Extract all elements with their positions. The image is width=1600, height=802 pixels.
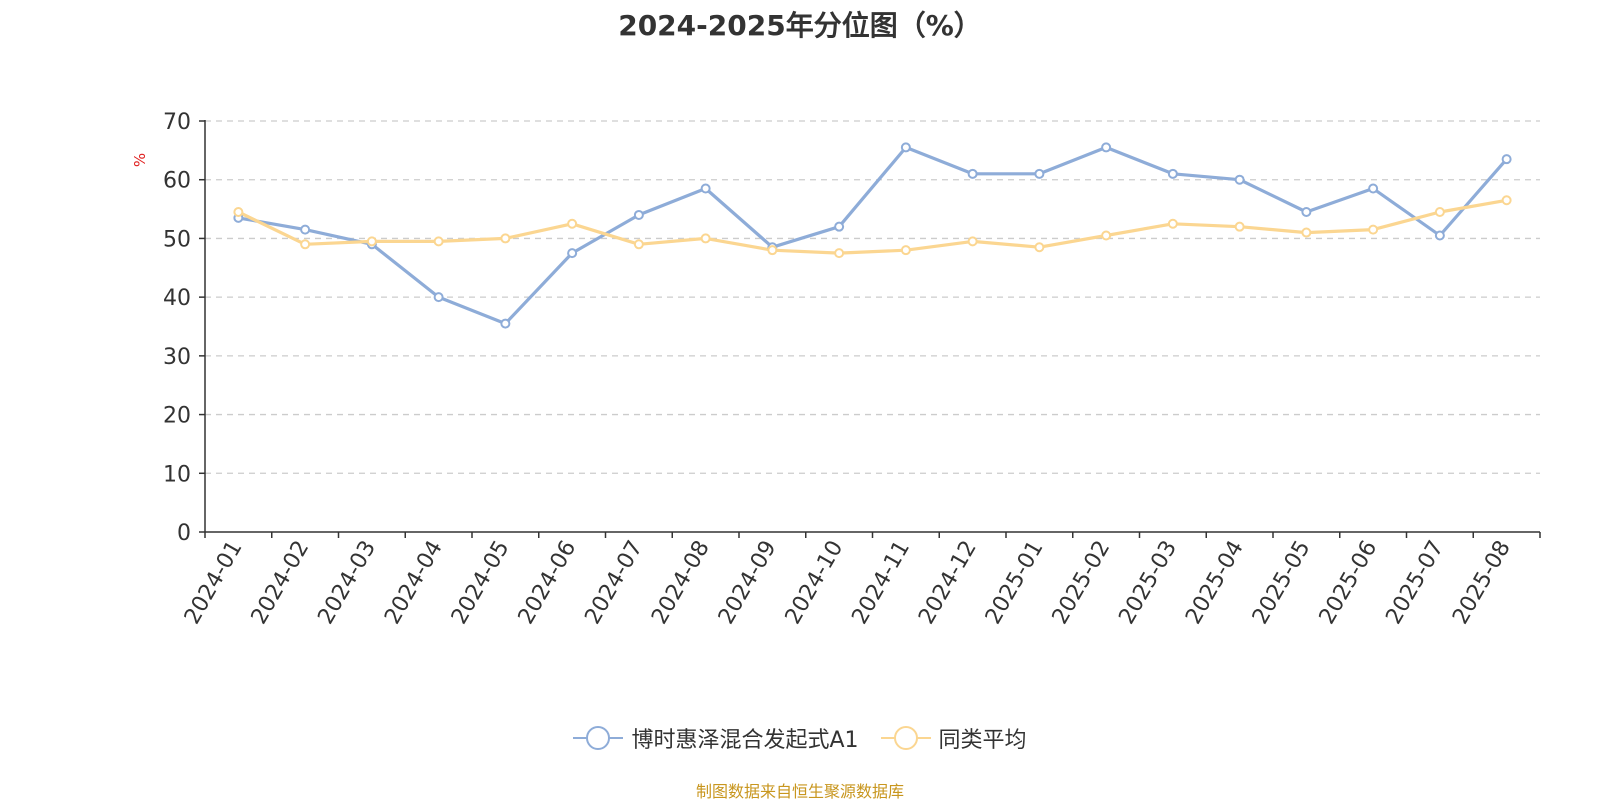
data-source-note: 制图数据来自恒生聚源数据库: [695, 782, 904, 801]
series-0-point-2024-07: [633, 209, 644, 220]
series-1-point-2025-03: [1167, 218, 1178, 229]
series-0-point-2025-08: [1501, 154, 1512, 165]
series-1-point-2025-08: [1501, 195, 1512, 206]
grid-lines: [205, 120, 1540, 474]
series-1-point-2024-07: [633, 239, 644, 250]
series-0-point-2025-04: [1234, 174, 1245, 185]
legend-item-fund[interactable]: 博时惠泽混合发起式A1: [573, 722, 859, 754]
series-0-point-2024-05: [500, 318, 511, 329]
series-0-point-2025-07: [1434, 230, 1445, 241]
series-1-point-2024-10: [834, 248, 845, 259]
y-tick-label-0: 0: [177, 521, 191, 546]
x-tick-label-2025-04: 2025-04: [1181, 537, 1249, 629]
y-tick-label-30: 30: [163, 345, 191, 370]
x-tick-label-2024-02: 2024-02: [247, 537, 315, 629]
series-1-point-2025-05: [1301, 227, 1312, 238]
x-tick-label-2024-07: 2024-07: [580, 537, 648, 629]
x-tick-label-2024-10: 2024-10: [781, 537, 849, 629]
series-1-point-2025-07: [1434, 207, 1445, 218]
legend-label-fund: 博时惠泽混合发起式A1: [631, 728, 859, 753]
x-tick-label-2024-05: 2024-05: [447, 537, 515, 629]
series-1-point-2024-09: [767, 245, 778, 256]
x-tick-label-2025-08: 2025-08: [1448, 537, 1516, 629]
series-1-point-2024-01: [233, 207, 244, 218]
series-1-point-2024-05: [500, 233, 511, 244]
legend-marker-peer-average-icon: [880, 726, 931, 750]
x-tick-label-2025-07: 2025-07: [1381, 537, 1449, 629]
series-0-point-2024-02: [300, 224, 311, 235]
x-tick-label-2024-01: 2024-01: [180, 537, 248, 629]
x-tick-label-2024-08: 2024-08: [647, 537, 715, 629]
series-1-point-2024-11: [900, 245, 911, 256]
x-tick-label-2025-02: 2025-02: [1048, 537, 1116, 629]
series-0-point-2024-12: [967, 168, 978, 179]
series-0-point-2024-11: [900, 142, 911, 153]
x-tick-label-2024-11: 2024-11: [847, 537, 915, 629]
y-tick-label-70: 70: [163, 110, 191, 135]
y-tick-label-10: 10: [163, 462, 191, 487]
series-0-point-2025-05: [1301, 207, 1312, 218]
x-tick-label-2024-09: 2024-09: [714, 537, 782, 629]
series-1-point-2024-03: [366, 236, 377, 247]
series-line-1: [237, 198, 1507, 255]
series-line-0: [238, 145, 1508, 326]
x-tick-label-2024-03: 2024-03: [313, 537, 381, 629]
legend-label-peer-average: 同类平均: [938, 728, 1027, 753]
series-1-point-2024-08: [700, 233, 711, 244]
series-1-point-2025-02: [1101, 230, 1112, 241]
y-tick-label-60: 60: [163, 169, 191, 194]
x-tick-label-2024-06: 2024-06: [514, 537, 582, 629]
x-tick-label-2025-03: 2025-03: [1114, 537, 1182, 629]
series-1-point-2024-06: [567, 218, 578, 229]
series-1-point-2025-06: [1368, 224, 1379, 235]
chart-title: 2024-2025年分位图（%）: [618, 9, 982, 42]
x-tick-label-2025-05: 2025-05: [1248, 537, 1316, 629]
series-0-point-2025-06: [1368, 183, 1379, 194]
series-lines: [233, 142, 1512, 329]
y-tick-label-50: 50: [163, 227, 191, 252]
series-0-point-2025-01: [1034, 168, 1045, 179]
x-tick-label-2024-04: 2024-04: [380, 537, 448, 629]
x-tick-label-2025-06: 2025-06: [1315, 537, 1383, 629]
legend-marker-fund-icon: [573, 726, 624, 750]
legend-item-peer-average[interactable]: 同类平均: [880, 722, 1027, 754]
y-tick-label-40: 40: [163, 286, 191, 311]
series-1-point-2024-12: [967, 236, 978, 247]
series-0-point-2024-08: [700, 183, 711, 194]
series-0-point-2024-06: [567, 248, 578, 259]
x-tick-label-2025-01: 2025-01: [981, 537, 1049, 629]
series-0-point-2024-04: [433, 292, 444, 303]
y-tick-label-20: 20: [163, 404, 191, 429]
y-axis-label: %: [131, 153, 149, 167]
legend: 博时惠泽混合发起式A1 同类平均: [0, 722, 1600, 754]
series-1-point-2025-04: [1234, 221, 1245, 232]
series-1-point-2024-02: [300, 239, 311, 250]
x-tick-label-2024-12: 2024-12: [914, 537, 982, 629]
series-1-point-2025-01: [1034, 242, 1045, 253]
series-0-point-2025-03: [1167, 168, 1178, 179]
series-0-point-2025-02: [1101, 142, 1112, 153]
series-0-point-2024-10: [834, 221, 845, 232]
series-1-point-2024-04: [433, 236, 444, 247]
